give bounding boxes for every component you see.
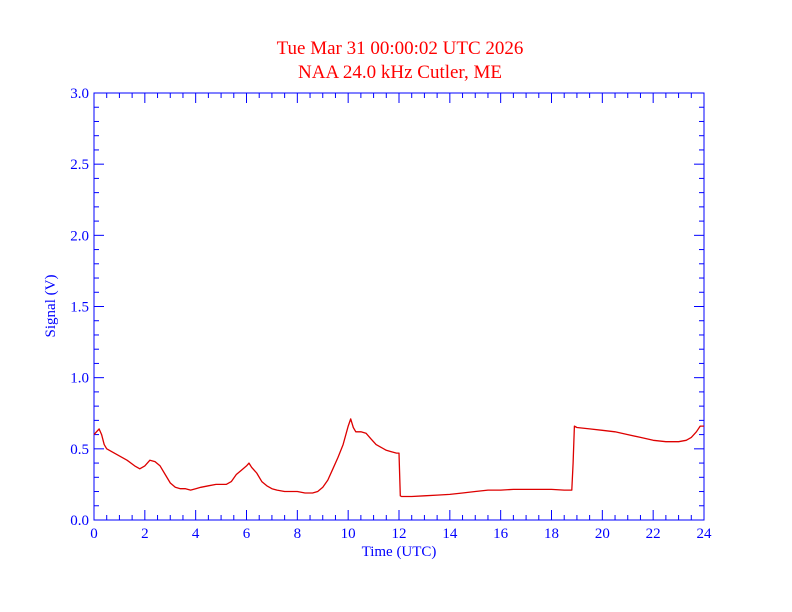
x-tick-label: 10 xyxy=(341,526,356,542)
x-tick-label: 24 xyxy=(697,526,713,542)
y-tick-label: 3.0 xyxy=(70,86,89,102)
y-tick-label: 1.5 xyxy=(70,300,89,316)
plot-area: 0 2 4 6 8 10 12 14 16 18 20 22 240.00.51.01.52.02.53… xyxy=(70,86,712,542)
x-tick-label: 0 xyxy=(90,526,98,542)
x-tick-label: 14 xyxy=(442,526,458,542)
y-tick-label: 0.0 xyxy=(70,513,89,529)
x-tick-label: 12 xyxy=(392,526,407,542)
y-tick-label: 1.0 xyxy=(70,371,89,387)
y-axis-label: Signal (V) xyxy=(43,275,59,338)
y-tick-label: 2.0 xyxy=(70,228,89,244)
chart-title: Tue Mar 31 00:00:02 UTC 2026 xyxy=(277,38,524,59)
x-tick-label: 6 xyxy=(243,526,251,542)
x-tick-label: 8 xyxy=(294,526,302,542)
x-tick-label: 20 xyxy=(595,526,610,542)
signal-series-line xyxy=(93,418,704,498)
x-tick-label: 22 xyxy=(646,526,661,542)
y-tick-label: 0.5 xyxy=(70,442,89,458)
x-axis-label: Time (UTC) xyxy=(362,544,437,560)
x-tick-label: 4 xyxy=(192,526,200,542)
x-tick-label: 16 xyxy=(493,526,509,542)
x-tick-label: 18 xyxy=(544,526,559,542)
x-tick-label: 2 xyxy=(141,526,149,542)
chart-subtitle: NAA 24.0 kHz Cutler, ME xyxy=(298,62,502,83)
y-tick-label: 2.5 xyxy=(70,157,89,173)
